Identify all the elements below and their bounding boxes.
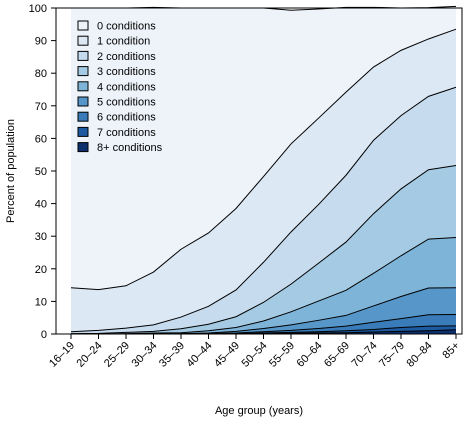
- y-tick-label: 20: [35, 264, 47, 276]
- x-tick-label: 70–74: [350, 340, 380, 370]
- legend-swatch-3-conditions: [77, 66, 89, 77]
- area-3-conditions: [71, 165, 456, 334]
- y-tick-label: 60: [35, 133, 47, 145]
- x-tick-label: 20–24: [75, 340, 105, 370]
- area-1-condition: [71, 29, 456, 332]
- y-tick-label: 90: [35, 36, 47, 48]
- x-tick-label: 55–59: [267, 340, 297, 370]
- legend-swatch-4-conditions: [77, 81, 89, 92]
- legend-swatch-8plus-conditions: [77, 142, 89, 153]
- area-2-conditions: [71, 87, 456, 334]
- y-tick-label: 10: [35, 296, 47, 308]
- x-tick-label: 30–34: [130, 340, 160, 370]
- legend-label-6-conditions: 6 conditions: [97, 112, 156, 124]
- legend-swatch-2-conditions: [77, 50, 89, 61]
- x-tick-label: 65–69: [322, 340, 352, 370]
- x-tick-label: 50–54: [240, 340, 270, 370]
- boundary-1-condition: [70, 28, 457, 291]
- x-axis: 16–1920–2425–2930–3435–3940–4445–4950–54…: [47, 334, 462, 370]
- boundary-2-conditions: [70, 86, 457, 333]
- legend-label-3-conditions: 3 conditions: [97, 66, 156, 78]
- x-tick-label: 45–49: [212, 340, 242, 370]
- area-4-conditions: [71, 237, 456, 334]
- y-tick-label: 0: [41, 329, 47, 341]
- x-tick-label: 16–19: [47, 340, 77, 370]
- x-tick-label: 75–79: [377, 340, 407, 370]
- x-tick-label: 35–39: [157, 340, 187, 370]
- boundary-3-conditions: [70, 164, 457, 335]
- legend-label-7-conditions: 7 conditions: [97, 127, 156, 139]
- legend: 0 conditions 1 condition 2 conditions 3 con…: [77, 20, 163, 154]
- y-tick-label: 80: [35, 68, 47, 80]
- x-tick-label: 60–64: [295, 340, 325, 370]
- legend-swatch-6-conditions: [77, 111, 89, 122]
- legend-label-8plus-conditions: 8+ conditions: [97, 142, 163, 154]
- x-tick-label: 80–84: [405, 340, 435, 370]
- x-tick-label: 40–44: [185, 340, 215, 370]
- legend-swatch-7-conditions: [77, 126, 89, 137]
- legend-swatch-0-conditions: [77, 20, 89, 31]
- area-layers: [71, 6, 456, 334]
- area-5-conditions: [71, 287, 456, 334]
- y-tick-label: 100: [29, 3, 47, 15]
- area-0-conditions: [71, 6, 456, 290]
- legend-label-1-condition: 1 condition: [97, 36, 150, 48]
- y-axis: 0 10 20 30 40 50 60 70 80 90 100: [29, 3, 57, 341]
- y-tick-label: 50: [35, 166, 47, 178]
- area-8plus-conditions: [71, 329, 456, 334]
- x-tick-label: 85+: [440, 340, 462, 362]
- legend-label-2-conditions: 2 conditions: [97, 51, 156, 63]
- x-tick-label: 25–29: [102, 340, 132, 370]
- legend-swatch-5-conditions: [77, 96, 89, 107]
- area-6-conditions: [71, 314, 456, 334]
- y-tick-label: 70: [35, 101, 47, 113]
- legend-label-5-conditions: 5 conditions: [97, 97, 156, 109]
- y-tick-label: 30: [35, 231, 47, 243]
- legend-swatch-1-condition: [77, 35, 89, 46]
- y-axis-title: Percent of population: [5, 119, 17, 223]
- legend-label-4-conditions: 4 conditions: [97, 81, 156, 93]
- legend-label-0-conditions: 0 conditions: [97, 21, 156, 33]
- y-tick-label: 40: [35, 199, 47, 211]
- x-axis-title: Age group (years): [215, 405, 303, 417]
